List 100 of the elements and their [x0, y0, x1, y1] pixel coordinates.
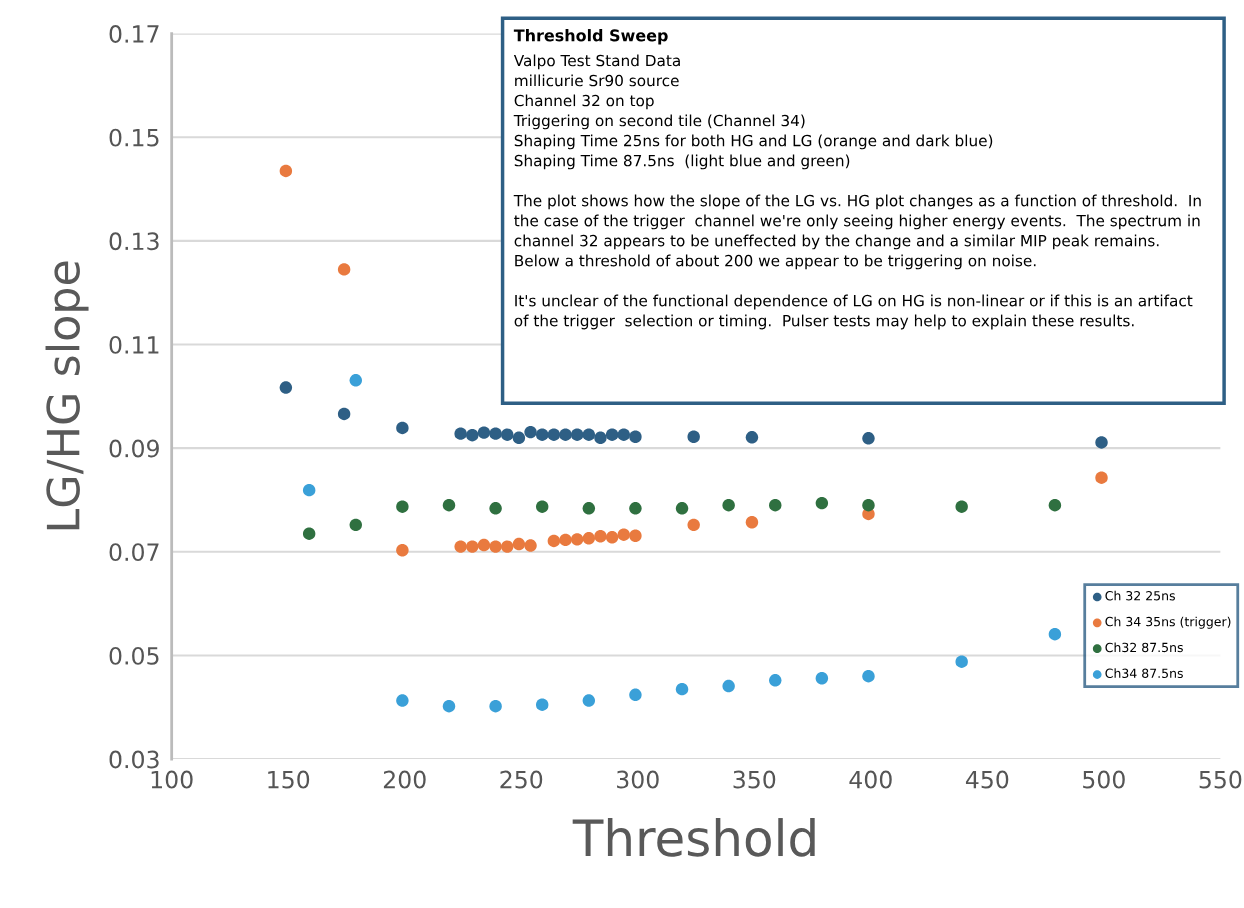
point — [524, 539, 537, 552]
x-tick-label: 350 — [733, 770, 776, 789]
point — [687, 430, 700, 443]
point — [349, 518, 362, 532]
point — [512, 537, 526, 551]
x-tick-label: 150 — [268, 770, 310, 789]
point — [501, 428, 514, 441]
point — [454, 540, 467, 553]
legend-label: Ch34 87.5ns — [1105, 668, 1183, 678]
point — [769, 498, 782, 512]
point — [815, 672, 829, 685]
point — [396, 421, 409, 435]
y-tick-label: 0.11 — [109, 335, 159, 354]
point — [1095, 471, 1108, 484]
point — [955, 655, 968, 668]
point — [302, 527, 316, 540]
x-tick-label: 300 — [617, 770, 659, 789]
point — [675, 502, 689, 515]
point — [466, 540, 479, 553]
point — [279, 164, 293, 178]
point — [501, 540, 514, 553]
point — [279, 381, 293, 394]
point — [862, 498, 875, 512]
point — [629, 529, 642, 542]
x-tick-label: 450 — [965, 770, 1009, 789]
point — [617, 528, 630, 541]
point — [594, 431, 607, 445]
point — [1095, 436, 1108, 449]
point — [862, 669, 875, 683]
x-tick-label: 200 — [383, 770, 426, 789]
point — [745, 516, 759, 529]
point — [675, 682, 689, 696]
point — [489, 540, 502, 553]
point — [769, 674, 782, 687]
y-axis-title: LG/HG slope — [45, 261, 89, 530]
point — [489, 700, 502, 713]
point — [570, 533, 584, 546]
y-tick-label: 0.15 — [109, 128, 159, 147]
point — [489, 502, 502, 515]
point — [570, 428, 584, 441]
point — [477, 426, 491, 439]
point — [617, 428, 630, 441]
point — [454, 427, 467, 440]
point — [442, 498, 456, 512]
point — [605, 428, 619, 441]
point — [536, 698, 549, 711]
point — [349, 374, 362, 387]
point — [337, 407, 351, 421]
point — [1048, 498, 1062, 512]
x-tick-label: 400 — [849, 770, 892, 789]
annotation: The plot shows how the slope of the LG vs. HG plot changes as a function of threshold. In the case of the trigger channel we're only seeing higher energy events. The spectrum in channel 32 appears to be uneffected by the change and a similar MIP peak remains. Below a threshold of about 200 we appear to be triggering on noise. — [513, 194, 1201, 270]
point — [955, 500, 968, 513]
y-tick-label: 0.09 — [109, 439, 159, 458]
point — [687, 518, 700, 532]
y-tick-label: 0.07 — [109, 543, 159, 562]
x-axis-title: Threshold — [572, 818, 815, 857]
point — [594, 530, 607, 543]
point — [605, 531, 619, 544]
point — [745, 431, 759, 444]
point — [559, 428, 572, 441]
point — [629, 688, 642, 702]
y-tick-label: 0.05 — [109, 646, 159, 665]
point — [442, 700, 456, 713]
point — [302, 483, 316, 497]
point — [815, 496, 829, 510]
point — [337, 263, 351, 276]
point — [512, 431, 526, 445]
point — [489, 427, 502, 440]
x-tick-label: 550 — [1199, 770, 1242, 789]
point — [862, 432, 875, 445]
point — [536, 500, 549, 513]
annotation: It's unclear of the functional dependence of LG on HG is non-linear or if this is an artifact of the trigger selection or timing. Pulser tests may help to explain these results. — [514, 294, 1193, 330]
annotation: Valpo Test Stand Data millicurie Sr90 source Channel 32 on top Triggering on second tile (Channel 34) Shaping Time 25ns for both HG and LG (orange and dark blue) Shaping Time 87.5ns (light blue and green) — [513, 54, 993, 170]
point — [582, 428, 596, 441]
point — [582, 502, 596, 515]
chart-title: Threshold Sweep — [513, 29, 668, 45]
x-tick-label: 100 — [151, 770, 193, 789]
x-tick-label: 500 — [1083, 770, 1125, 789]
point — [559, 533, 572, 547]
point — [396, 694, 409, 707]
point — [524, 425, 537, 439]
point — [477, 538, 491, 552]
x-tick-label: 250 — [500, 770, 543, 789]
point — [582, 532, 596, 545]
legend-label: Ch32 87.5ns — [1105, 642, 1183, 653]
point — [466, 429, 479, 442]
point — [629, 430, 642, 443]
point — [536, 428, 549, 441]
point — [629, 502, 642, 515]
y-tick-label: 0.13 — [109, 232, 159, 251]
y-tick-label: 0.17 — [109, 25, 159, 43]
point — [1048, 627, 1062, 641]
legend-label: Ch 34 35ns (trigger) — [1105, 616, 1231, 629]
point — [547, 428, 561, 441]
point — [396, 544, 409, 557]
legend-label: Ch 32 25ns — [1105, 590, 1175, 601]
point — [722, 679, 735, 693]
y-tick-label: 0.03 — [109, 750, 159, 769]
point — [722, 498, 735, 512]
point — [396, 500, 409, 513]
